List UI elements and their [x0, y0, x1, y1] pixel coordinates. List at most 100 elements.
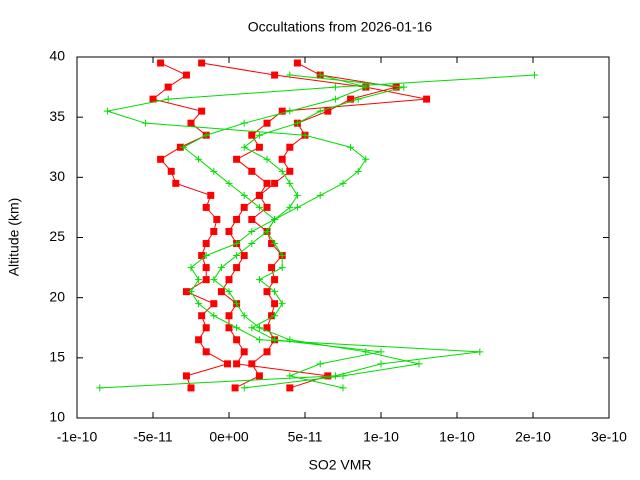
point-marker [377, 360, 385, 368]
point-marker [225, 276, 233, 284]
point-marker [240, 119, 248, 127]
point-marker [248, 360, 256, 368]
point-marker [255, 143, 263, 151]
point-marker [202, 324, 210, 332]
point-marker [248, 131, 256, 139]
point-marker [301, 131, 309, 139]
point-marker [263, 119, 271, 127]
point-marker [149, 95, 157, 103]
point-marker [293, 59, 301, 67]
point-marker [202, 203, 210, 211]
point-marker [240, 252, 248, 260]
point-marker [255, 131, 263, 139]
point-marker [423, 95, 431, 103]
point-marker [182, 71, 190, 79]
point-marker [195, 276, 203, 284]
y-tick-label: 15 [49, 349, 65, 365]
point-marker [278, 252, 286, 260]
point-marker [202, 276, 210, 284]
y-tick-label: 25 [49, 228, 65, 244]
x-tick-label: 5e-11 [288, 429, 323, 445]
point-marker [198, 312, 206, 320]
point-marker [362, 83, 370, 91]
point-marker [331, 83, 339, 91]
y-tick-label: 35 [49, 108, 65, 124]
point-marker [233, 215, 241, 223]
point-marker [248, 167, 256, 175]
point-marker [286, 179, 294, 187]
point-marker [233, 360, 241, 368]
point-marker [400, 83, 408, 91]
point-marker [210, 312, 218, 320]
point-marker [263, 155, 271, 163]
point-marker [255, 276, 263, 284]
point-marker [210, 300, 218, 308]
point-marker [198, 107, 206, 115]
point-marker [278, 264, 286, 272]
point-marker [271, 71, 279, 79]
point-marker [202, 252, 210, 260]
point-marker [255, 324, 263, 332]
point-marker [164, 83, 172, 91]
point-marker [210, 276, 218, 284]
point-marker [362, 155, 370, 163]
point-marker [195, 300, 203, 308]
point-marker [255, 372, 263, 380]
point-marker [286, 71, 294, 79]
point-marker [240, 384, 248, 392]
point-marker [96, 384, 104, 392]
y-tick-label: 30 [49, 168, 65, 184]
point-marker [377, 348, 385, 356]
point-marker [164, 95, 172, 103]
point-marker [271, 288, 279, 296]
point-marker [240, 312, 248, 320]
point-marker [392, 83, 400, 91]
point-marker [316, 191, 324, 199]
point-marker [347, 143, 355, 151]
point-marker [347, 95, 355, 103]
point-marker [271, 300, 279, 308]
chart-title: Occultations from 2026-01-16 [248, 19, 433, 35]
point-marker [240, 191, 248, 199]
point-marker [202, 240, 210, 248]
point-marker [339, 179, 347, 187]
point-marker [531, 71, 539, 79]
point-marker [286, 143, 294, 151]
point-marker [271, 179, 279, 187]
point-marker [195, 336, 203, 344]
profile-line [201, 62, 427, 389]
point-marker [263, 348, 271, 356]
point-marker [293, 191, 301, 199]
point-marker [225, 179, 233, 187]
point-marker [286, 167, 294, 175]
point-marker [255, 203, 263, 211]
point-marker [293, 203, 301, 211]
point-marker [316, 107, 324, 115]
point-marker [263, 227, 271, 235]
point-marker [316, 360, 324, 368]
point-marker [248, 227, 256, 235]
point-marker [278, 155, 286, 163]
point-marker [278, 300, 286, 308]
point-marker [271, 240, 279, 248]
x-tick-label: 1e-10 [363, 429, 399, 445]
point-marker [248, 324, 256, 332]
point-marker [182, 288, 190, 296]
point-marker [286, 372, 294, 380]
point-marker [225, 312, 233, 320]
point-marker [263, 179, 271, 187]
point-marker [263, 203, 271, 211]
point-marker [339, 372, 347, 380]
point-marker [240, 143, 248, 151]
point-marker [187, 384, 195, 392]
x-axis-label: SO2 VMR [308, 457, 371, 473]
point-marker [210, 167, 218, 175]
point-marker [233, 240, 241, 248]
point-marker [331, 95, 339, 103]
point-marker [198, 252, 206, 260]
point-marker [476, 348, 484, 356]
point-marker [324, 107, 332, 115]
point-marker [207, 191, 215, 199]
